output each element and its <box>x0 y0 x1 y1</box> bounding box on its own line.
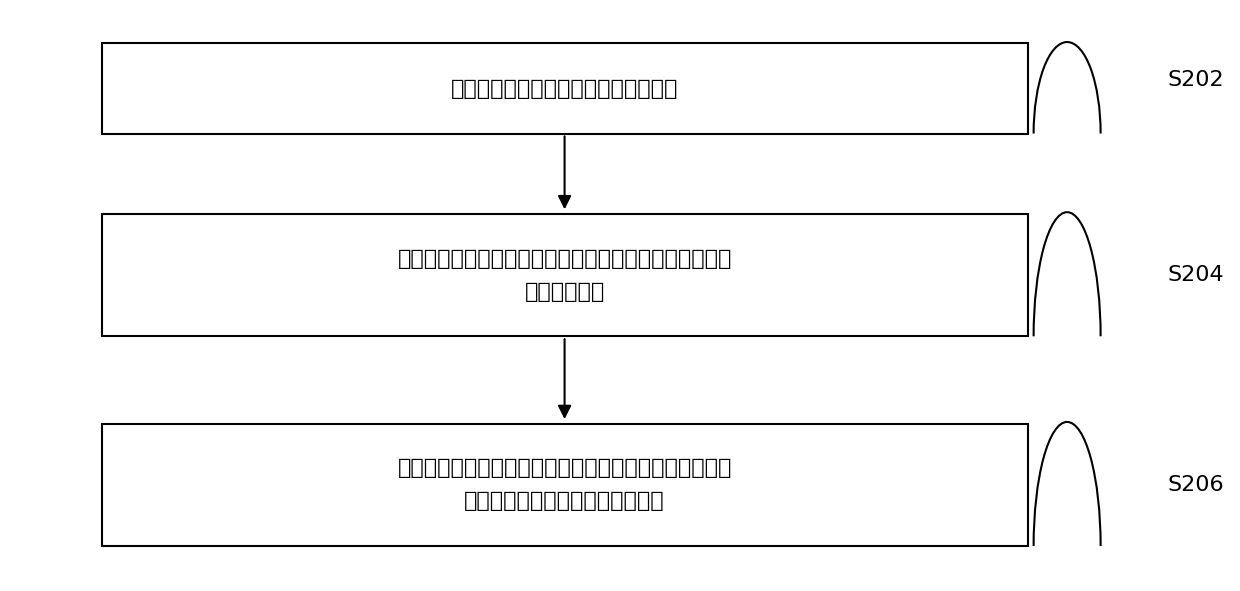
Text: S202: S202 <box>1168 70 1224 90</box>
Text: S204: S204 <box>1168 265 1224 285</box>
Text: 基于随机森林算法确定各个动力因子对所述悬浮泥沙浓度
的影响重要度: 基于随机森林算法确定各个动力因子对所述悬浮泥沙浓度 的影响重要度 <box>397 249 732 301</box>
FancyBboxPatch shape <box>102 44 1028 134</box>
Text: 确定影响悬浮泥沙浓度的多个动力因子: 确定影响悬浮泥沙浓度的多个动力因子 <box>451 79 678 99</box>
Text: 根据所述影响重要度，从所述多个动力因子中选取若干个
主导动力因子，作为所述特征变量: 根据所述影响重要度，从所述多个动力因子中选取若干个 主导动力因子，作为所述特征变… <box>397 459 732 511</box>
FancyBboxPatch shape <box>102 214 1028 336</box>
FancyBboxPatch shape <box>102 424 1028 546</box>
Text: S206: S206 <box>1168 475 1224 495</box>
